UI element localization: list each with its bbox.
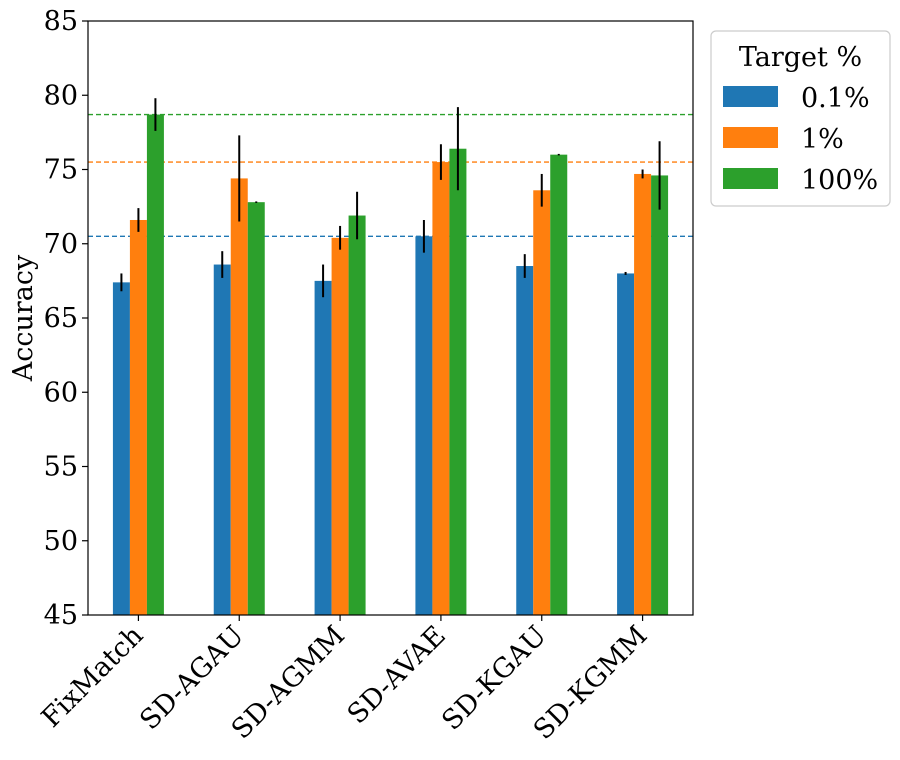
legend-label: 100% <box>801 165 878 196</box>
y-tick-label: 85 <box>44 6 78 37</box>
y-axis-label: Accuracy <box>8 254 39 382</box>
legend-swatch <box>723 168 778 189</box>
x-tick-label: SD-AVAE <box>342 620 452 730</box>
bar <box>617 273 635 615</box>
bar <box>449 148 467 615</box>
y-tick-label: 50 <box>44 526 78 557</box>
bar <box>247 202 265 616</box>
x-axis: FixMatchSD-AGAUSD-AGMMSD-AVAESD-KGAUSD-K… <box>36 615 654 746</box>
y-axis: 45 50 55 60 65 70 75 80 85 <box>44 6 88 631</box>
bar <box>331 237 349 615</box>
bar <box>550 154 568 615</box>
y-tick-label: 80 <box>44 80 78 111</box>
y-tick-label: 60 <box>44 377 78 408</box>
legend-swatch <box>723 86 778 107</box>
bar <box>314 280 332 615</box>
bar <box>129 219 147 616</box>
y-tick-label: 45 <box>44 600 78 631</box>
bar <box>230 178 248 615</box>
bar <box>516 266 534 615</box>
y-tick-label: 55 <box>44 452 78 483</box>
x-tick-label: FixMatch <box>36 620 150 734</box>
legend-box <box>710 30 891 207</box>
y-tick-label: 70 <box>44 229 78 260</box>
bars <box>112 114 669 616</box>
legend-label: 0.1% <box>801 83 870 114</box>
legend-label: 1% <box>801 124 844 155</box>
legend-title: Target % <box>739 42 862 73</box>
bar <box>651 175 669 615</box>
bar <box>213 264 231 615</box>
y-tick-label: 65 <box>44 303 78 334</box>
y-tick-label: 75 <box>44 155 78 186</box>
bar <box>415 236 433 615</box>
legend: Target % 0.1% 1% 100% <box>710 30 891 207</box>
error-bars <box>120 98 661 298</box>
bar <box>533 190 551 616</box>
bar <box>112 282 130 615</box>
bar <box>348 215 366 615</box>
legend-swatch <box>723 127 778 148</box>
bar <box>634 173 652 615</box>
bar <box>146 114 164 616</box>
reference-lines <box>88 113 693 238</box>
bar <box>432 162 450 615</box>
plot-frame <box>87 20 694 616</box>
